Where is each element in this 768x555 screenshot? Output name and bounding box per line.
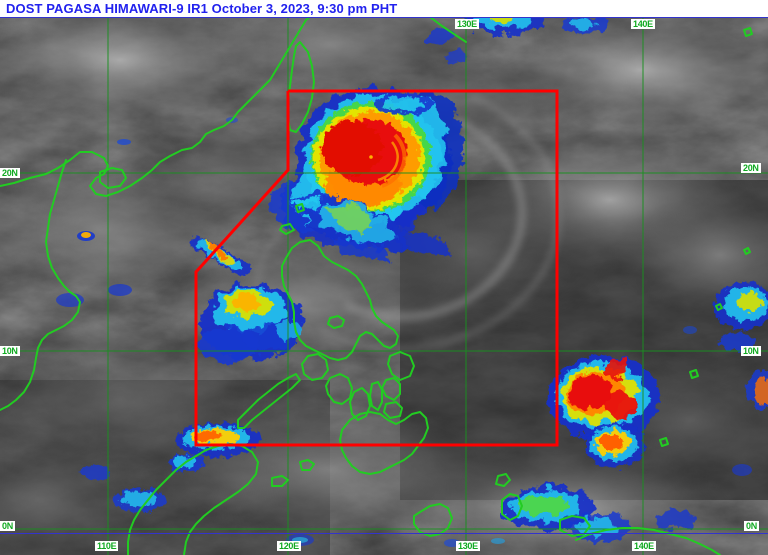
coastline-vietnam — [0, 159, 81, 411]
coastline-borneo-west — [127, 455, 197, 555]
title-bar: DOST PAGASA HIMAWARI-9 IR1 October 3, 20… — [0, 0, 768, 17]
typhoon-cloud-mass — [270, 88, 464, 262]
lon-label-130E: 130E — [456, 541, 480, 551]
coastline-halmahera — [501, 493, 523, 521]
coastline-sulu — [299, 459, 315, 471]
coastline-cebu — [369, 381, 383, 411]
coastline-batanes — [295, 203, 305, 213]
page-title: DOST PAGASA HIMAWARI-9 IR1 October 3, 20… — [6, 1, 398, 16]
par-boundary-polygon — [194, 89, 559, 447]
convective-cluster-west-philippine-sea — [198, 284, 304, 363]
lat-label-right-0N: 0N — [744, 521, 759, 531]
coastline-mindoro — [301, 353, 329, 381]
typhoon-eye — [369, 155, 373, 159]
coastline-morotai — [495, 473, 511, 487]
coastline-china-south — [0, 16, 311, 197]
coastline-babuyan — [279, 223, 295, 235]
coastline-luzon — [281, 239, 399, 361]
coastline-yap — [689, 369, 699, 379]
coastline-negros — [349, 387, 371, 421]
coastline-taiwan — [287, 41, 315, 133]
lon-label-top-130E: 130E — [455, 19, 479, 29]
coastline-samar — [387, 351, 415, 381]
coastline-islets-east — [715, 303, 723, 311]
lon-label-top-140E: 140E — [631, 19, 655, 29]
frame-line-bottom — [0, 533, 768, 534]
convective-cluster-mindanao — [548, 356, 660, 440]
coastline-ogasawara — [743, 27, 753, 37]
coastline-palau — [659, 437, 669, 447]
coastline-palawan — [237, 373, 301, 429]
coastline-bohol — [383, 401, 403, 419]
lat-label-left-10N: 10N — [0, 346, 20, 356]
coastline-leyte — [381, 377, 401, 401]
coastline-hainan — [99, 167, 127, 189]
lon-label-120E: 120E — [277, 541, 301, 551]
coastline-new-guinea — [575, 527, 721, 555]
lon-label-140E: 140E — [632, 541, 656, 551]
coastline-ryukyu — [429, 16, 467, 43]
convective-cluster-far-east — [714, 282, 768, 410]
coastline-laguna-lake — [327, 315, 345, 329]
lat-label-right-20N: 20N — [741, 163, 761, 173]
lat-label-left-0N: 0N — [0, 521, 15, 531]
convective-cluster-mindanao-south — [585, 423, 645, 467]
coastline-sulawesi — [413, 503, 453, 537]
frame-line-top — [0, 17, 768, 18]
lat-label-right-10N: 10N — [741, 346, 761, 356]
coastline-mindanao — [339, 411, 429, 475]
lon-label-110E: 110E — [95, 541, 119, 551]
convective-streak-northwest — [190, 235, 252, 278]
lat-label-left-20N: 20N — [0, 168, 20, 178]
coastline-panay — [325, 373, 353, 405]
coastline-tawitawi — [271, 475, 289, 487]
coastline-birdshead — [559, 515, 591, 537]
coastline-islets-east2 — [743, 247, 751, 255]
